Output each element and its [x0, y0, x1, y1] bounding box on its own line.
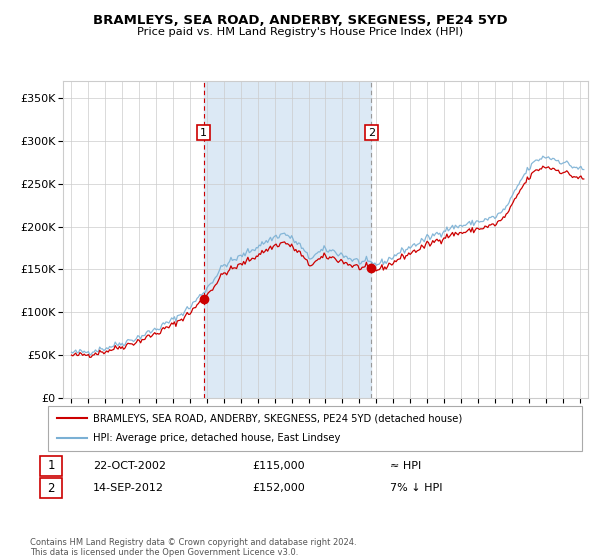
Text: 1: 1: [200, 128, 207, 138]
Text: 22-OCT-2002: 22-OCT-2002: [93, 461, 166, 471]
Text: HPI: Average price, detached house, East Lindsey: HPI: Average price, detached house, East…: [93, 433, 340, 444]
Text: £115,000: £115,000: [252, 461, 305, 471]
Text: 14-SEP-2012: 14-SEP-2012: [93, 483, 164, 493]
Text: ≈ HPI: ≈ HPI: [390, 461, 421, 471]
Text: £152,000: £152,000: [252, 483, 305, 493]
Text: 2: 2: [47, 482, 55, 495]
Text: 1: 1: [47, 459, 55, 473]
Text: Price paid vs. HM Land Registry's House Price Index (HPI): Price paid vs. HM Land Registry's House …: [137, 27, 463, 37]
Text: BRAMLEYS, SEA ROAD, ANDERBY, SKEGNESS, PE24 5YD (detached house): BRAMLEYS, SEA ROAD, ANDERBY, SKEGNESS, P…: [93, 413, 462, 423]
Text: 2: 2: [368, 128, 375, 138]
Text: BRAMLEYS, SEA ROAD, ANDERBY, SKEGNESS, PE24 5YD: BRAMLEYS, SEA ROAD, ANDERBY, SKEGNESS, P…: [92, 14, 508, 27]
Text: Contains HM Land Registry data © Crown copyright and database right 2024.
This d: Contains HM Land Registry data © Crown c…: [30, 538, 356, 557]
Bar: [204, 81, 371, 398]
Text: 7% ↓ HPI: 7% ↓ HPI: [390, 483, 443, 493]
